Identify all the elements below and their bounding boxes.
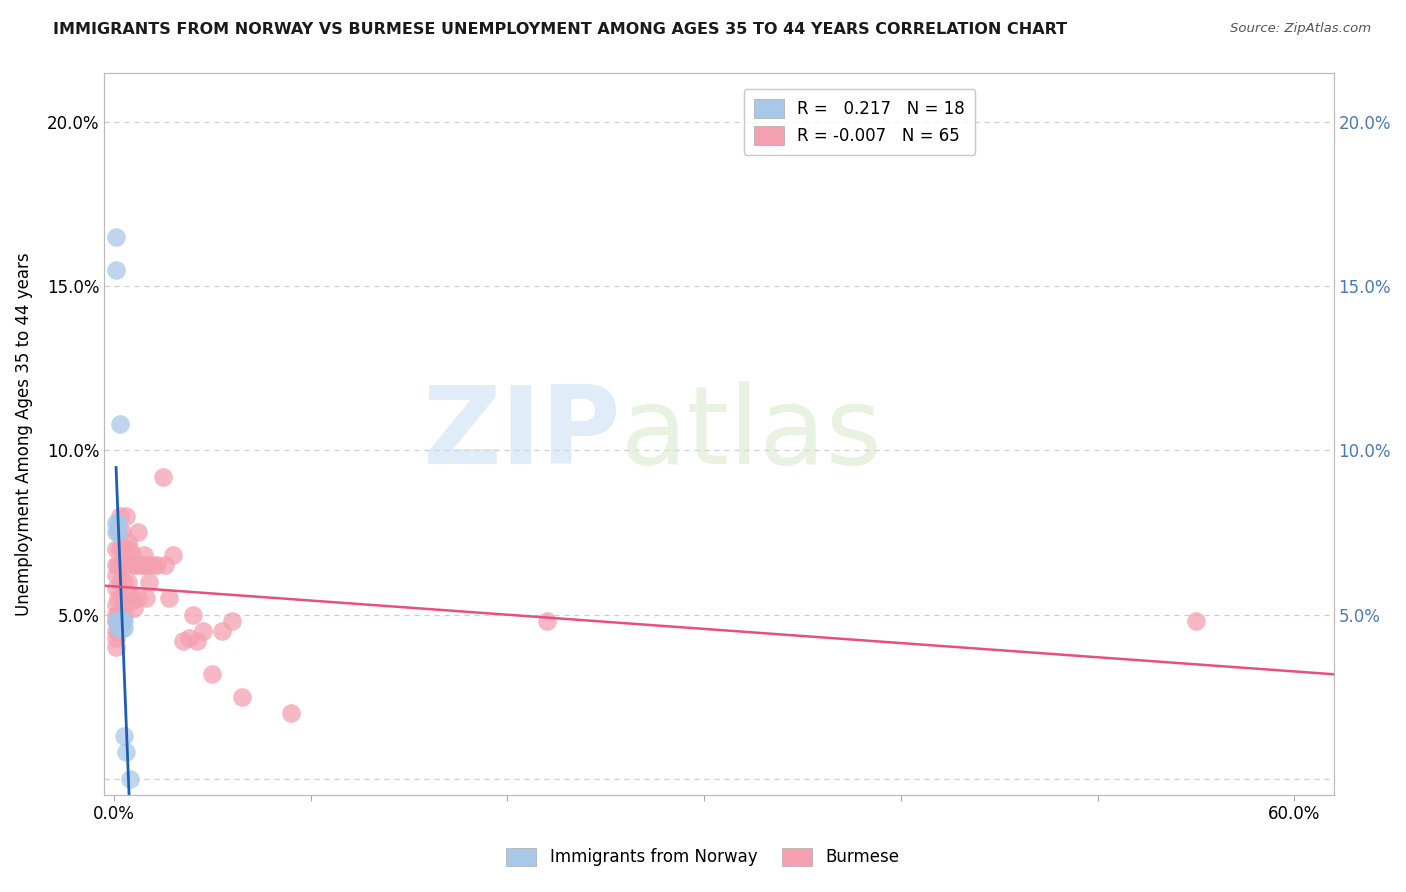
- Point: [111, 614, 134, 628]
- Point: [105, 631, 128, 645]
- Point: [105, 624, 128, 638]
- Text: IMMIGRANTS FROM NORWAY VS BURMESE UNEMPLOYMENT AMONG AGES 35 TO 44 YEARS CORRELA: IMMIGRANTS FROM NORWAY VS BURMESE UNEMPL…: [53, 22, 1067, 37]
- Point: [142, 558, 165, 573]
- Point: [111, 525, 134, 540]
- Point: [112, 574, 135, 589]
- Point: [135, 591, 157, 606]
- Point: [111, 614, 134, 628]
- Point: [118, 541, 141, 556]
- Point: [112, 729, 135, 743]
- Point: [107, 516, 129, 530]
- Point: [107, 525, 129, 540]
- Text: ZIP: ZIP: [422, 381, 620, 487]
- Point: [107, 614, 129, 628]
- Point: [105, 230, 128, 244]
- Point: [221, 614, 243, 628]
- Point: [118, 588, 141, 602]
- Text: atlas: atlas: [620, 381, 883, 487]
- Point: [157, 591, 180, 606]
- Point: [146, 558, 169, 573]
- Point: [177, 631, 200, 645]
- Point: [107, 621, 129, 635]
- Point: [105, 582, 128, 596]
- Point: [201, 666, 224, 681]
- Point: [131, 558, 153, 573]
- Point: [231, 690, 253, 704]
- Point: [107, 525, 129, 540]
- Y-axis label: Unemployment Among Ages 35 to 44 years: Unemployment Among Ages 35 to 44 years: [15, 252, 32, 615]
- Point: [127, 525, 149, 540]
- Point: [186, 633, 208, 648]
- Point: [127, 591, 149, 606]
- Point: [128, 558, 150, 573]
- Point: [115, 745, 138, 759]
- Point: [118, 772, 141, 786]
- Point: [108, 417, 131, 432]
- Point: [112, 607, 135, 622]
- Point: [108, 607, 131, 622]
- Point: [105, 568, 128, 582]
- Point: [105, 558, 128, 573]
- Point: [115, 558, 138, 573]
- Point: [105, 614, 128, 628]
- Point: [105, 263, 128, 277]
- Legend: Immigrants from Norway, Burmese: Immigrants from Norway, Burmese: [499, 841, 907, 873]
- Point: [155, 558, 177, 573]
- Point: [121, 594, 143, 608]
- Point: [105, 614, 128, 628]
- Point: [108, 541, 131, 556]
- Point: [121, 549, 143, 563]
- Point: [105, 640, 128, 655]
- Legend: R =   0.217   N = 18, R = -0.007   N = 65: R = 0.217 N = 18, R = -0.007 N = 65: [744, 88, 974, 155]
- Point: [122, 558, 145, 573]
- Point: [138, 574, 160, 589]
- Point: [108, 509, 131, 524]
- Point: [135, 558, 157, 573]
- Point: [105, 525, 128, 540]
- Text: Source: ZipAtlas.com: Source: ZipAtlas.com: [1230, 22, 1371, 36]
- Point: [107, 614, 129, 628]
- Point: [108, 574, 131, 589]
- Point: [107, 558, 129, 573]
- Point: [117, 535, 139, 549]
- Point: [107, 591, 129, 606]
- Point: [117, 574, 139, 589]
- Point: [112, 614, 135, 628]
- Point: [125, 558, 148, 573]
- Point: [280, 706, 302, 720]
- Point: [115, 509, 138, 524]
- Point: [211, 624, 233, 638]
- Point: [105, 607, 128, 622]
- Point: [112, 621, 135, 635]
- Point: [132, 549, 155, 563]
- Point: [111, 591, 134, 606]
- Point: [107, 624, 129, 638]
- Point: [536, 614, 558, 628]
- Point: [172, 633, 194, 648]
- Point: [111, 621, 134, 635]
- Point: [191, 624, 214, 638]
- Point: [152, 469, 174, 483]
- Point: [105, 516, 128, 530]
- Point: [112, 541, 135, 556]
- Point: [108, 614, 131, 628]
- Point: [105, 541, 128, 556]
- Point: [162, 549, 184, 563]
- Point: [181, 607, 204, 622]
- Point: [136, 558, 159, 573]
- Point: [111, 558, 134, 573]
- Point: [107, 607, 129, 622]
- Point: [122, 601, 145, 615]
- Point: [1185, 614, 1208, 628]
- Point: [105, 598, 128, 612]
